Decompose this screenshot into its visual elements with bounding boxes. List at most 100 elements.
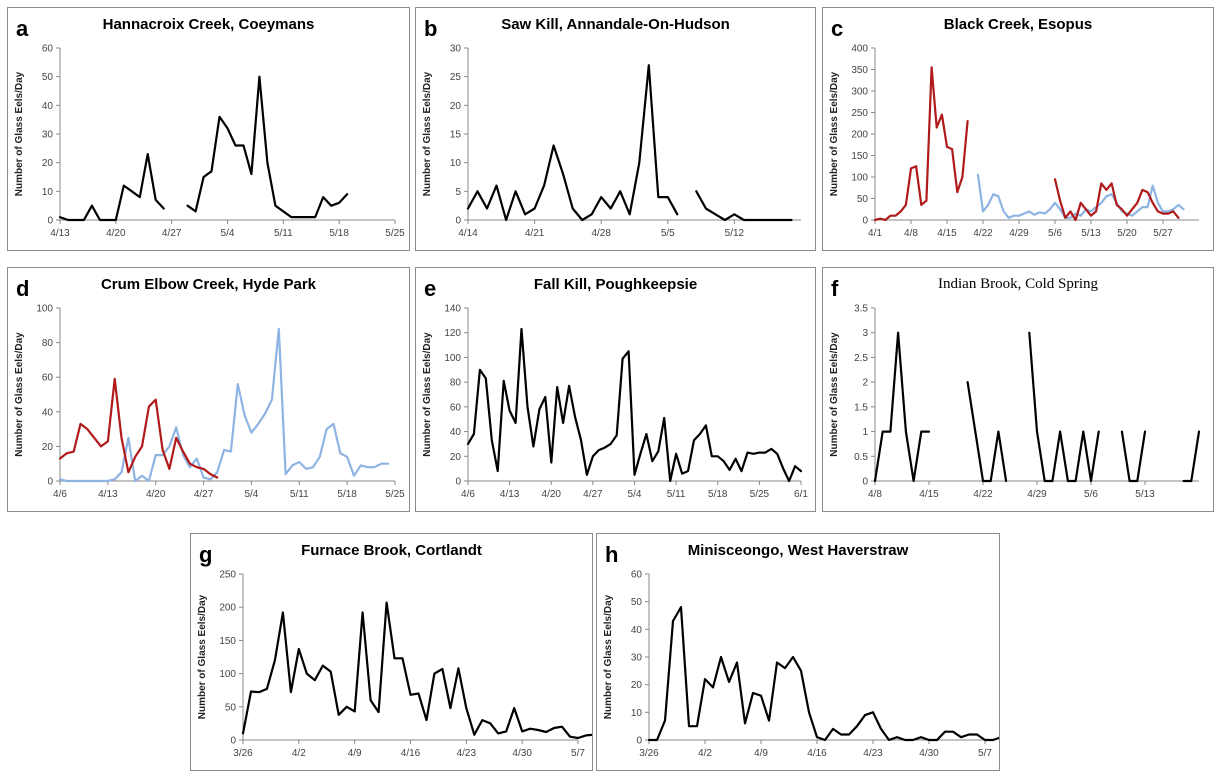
x-tick-label: 5/7 xyxy=(978,748,992,759)
x-tick-label: 3/26 xyxy=(233,748,253,759)
x-tick-label: 5/13 xyxy=(1135,489,1155,500)
y-tick-label: 10 xyxy=(450,158,462,169)
x-tick-label: 4/20 xyxy=(106,228,126,239)
y-tick-label: 30 xyxy=(631,653,643,664)
y-tick-label: 15 xyxy=(450,130,462,141)
x-tick-label: 4/27 xyxy=(583,489,603,500)
y-axis-label: Number of Glass Eels/Day xyxy=(197,594,208,719)
x-tick-label: 4/30 xyxy=(512,748,532,759)
x-tick-label: 5/20 xyxy=(1117,228,1137,239)
y-axis-label: Number of Glass Eels/Day xyxy=(829,71,840,196)
y-tick-label: 50 xyxy=(42,72,54,83)
x-tick-label: 5/18 xyxy=(708,489,728,500)
x-tick-label: 5/18 xyxy=(329,228,349,239)
chart-title: Fall Kill, Poughkeepsie xyxy=(533,276,698,293)
x-tick-label: 5/4 xyxy=(221,228,235,239)
y-tick-label: 30 xyxy=(42,130,54,141)
y-tick-label: 40 xyxy=(631,625,643,636)
chart-panel-h: 0 10 20 30 40 50 60 3/26 4/2 4/9 4/16 4/23 4/30 5/7 Nu… xyxy=(596,533,1000,771)
series-line xyxy=(58,153,165,222)
panel-letter: f xyxy=(831,276,839,301)
y-axis-label: Number of Glass Eels/Day xyxy=(829,332,840,457)
x-tick-label: 4/22 xyxy=(973,489,993,500)
y-tick-label: 140 xyxy=(444,304,461,315)
y-tick-label: 100 xyxy=(851,173,868,184)
y-tick-label: 0 xyxy=(47,477,53,488)
series-line xyxy=(466,64,679,222)
y-tick-label: 40 xyxy=(450,427,462,438)
y-axis-label: Number of Glass Eels/Day xyxy=(422,71,433,196)
y-tick-label: 0.5 xyxy=(854,452,868,463)
chart-title: Furnace Brook, Cortlandt xyxy=(301,542,482,559)
x-tick-label: 4/9 xyxy=(754,748,768,759)
y-axis-label: Number of Glass Eels/Day xyxy=(14,332,25,457)
y-tick-label: 1 xyxy=(862,427,868,438)
y-tick-label: 20 xyxy=(42,442,54,453)
x-tick-label: 4/15 xyxy=(919,489,939,500)
panel-letter: d xyxy=(16,276,30,301)
y-tick-label: 60 xyxy=(450,402,462,413)
series-line xyxy=(647,606,999,742)
y-tick-label: 0 xyxy=(862,216,868,227)
x-tick-label: 4/1 xyxy=(868,228,882,239)
chart-panel-a: 0 10 20 30 40 50 60 4/13 4/20 4/27 5/4 5/11 5/18 5/25… xyxy=(7,7,410,251)
y-tick-label: 20 xyxy=(631,680,643,691)
x-tick-label: 5/12 xyxy=(725,228,745,239)
y-tick-label: 0 xyxy=(636,736,642,747)
x-tick-label: 5/27 xyxy=(1153,228,1173,239)
chart-title: Indian Brook, Cold Spring xyxy=(938,276,1098,292)
series-line xyxy=(1120,430,1147,483)
y-tick-label: 250 xyxy=(219,570,236,581)
chart-svg: 0 10 20 30 40 50 60 3/26 4/2 4/9 4/16 4/23 4/30 5/7 Nu… xyxy=(603,570,999,759)
x-tick-label: 4/6 xyxy=(53,489,67,500)
series-line xyxy=(1053,178,1180,222)
x-tick-label: 6/1 xyxy=(794,489,808,500)
y-tick-label: 80 xyxy=(450,378,462,389)
x-tick-label: 5/4 xyxy=(628,489,642,500)
x-tick-label: 5/4 xyxy=(244,489,258,500)
chart-panel-d: 0 20 40 60 80 100 4/6 4/13 4/20 4/27 5/4 5/11 5/18 5/… xyxy=(7,267,410,512)
y-tick-label: 20 xyxy=(450,452,462,463)
chart-title: Black Creek, Esopus xyxy=(943,16,1093,33)
panel-letter: e xyxy=(424,276,437,301)
y-tick-label: 0 xyxy=(47,216,53,227)
x-tick-label: 4/28 xyxy=(591,228,611,239)
chart-svg: 0 0.5 1 1.5 2 2.5 3 3.5 4/8 4/15 4/22 4/29 5/6 5/13 Nu… xyxy=(829,304,1201,500)
chart-panel-b: 0 5 10 15 20 25 30 4/14 4/21 4/28 5/5 5/12 Number of… xyxy=(415,7,816,251)
y-tick-label: 0 xyxy=(862,477,868,488)
x-tick-label: 4/6 xyxy=(461,489,475,500)
panel-letter: c xyxy=(831,16,844,41)
chart-svg: 0 20 40 60 80 100 4/6 4/13 4/20 4/27 5/4 5/11 5/18 5/… xyxy=(14,304,405,501)
x-tick-label: 5/25 xyxy=(750,489,770,500)
y-tick-label: 50 xyxy=(857,194,869,205)
chart-svg: 0 5 10 15 20 25 30 4/14 4/21 4/28 5/5 5/12 Number of… xyxy=(422,44,801,239)
y-tick-label: 150 xyxy=(851,151,868,162)
y-tick-label: 100 xyxy=(444,353,461,364)
y-tick-label: 150 xyxy=(219,636,236,647)
chart-svg: 0 50 100 150 200 250 300 350 400 4/1 4/8 4/15 4/22 4/… xyxy=(829,44,1199,239)
panel-letter: h xyxy=(605,542,619,567)
chart-svg: 0 20 40 60 80 100 120 140 4/6 4/13 4/20 4/27 5/4 5/11… xyxy=(422,304,808,501)
chart-panel-g: 0 50 100 150 200 250 3/26 4/2 4/9 4/16 4/23 4/30 5/7… xyxy=(190,533,593,771)
y-tick-label: 80 xyxy=(42,338,54,349)
y-tick-label: 120 xyxy=(444,328,461,339)
series-line xyxy=(695,190,793,222)
y-tick-label: 60 xyxy=(42,373,54,384)
panel-letter: b xyxy=(424,16,438,41)
y-tick-label: 100 xyxy=(219,669,236,680)
series-line xyxy=(873,66,969,222)
x-tick-label: 4/27 xyxy=(162,228,182,239)
y-tick-label: 60 xyxy=(42,44,54,55)
x-tick-label: 4/15 xyxy=(937,228,957,239)
chart-title: Saw Kill, Annandale-On-Hudson xyxy=(501,16,730,33)
y-tick-label: 1.5 xyxy=(854,402,868,413)
y-tick-label: 20 xyxy=(42,158,54,169)
chart-title: Hannacroix Creek, Coeymans xyxy=(102,16,315,33)
y-tick-label: 50 xyxy=(225,702,237,713)
y-tick-label: 0 xyxy=(455,216,461,227)
x-tick-label: 4/2 xyxy=(698,748,712,759)
y-axis-label: Number of Glass Eels/Day xyxy=(14,71,25,196)
chart-svg: 0 50 100 150 200 250 3/26 4/2 4/9 4/16 4/23 4/30 5/7… xyxy=(197,570,592,759)
x-tick-label: 4/13 xyxy=(98,489,118,500)
x-tick-label: 5/25 xyxy=(385,489,405,500)
